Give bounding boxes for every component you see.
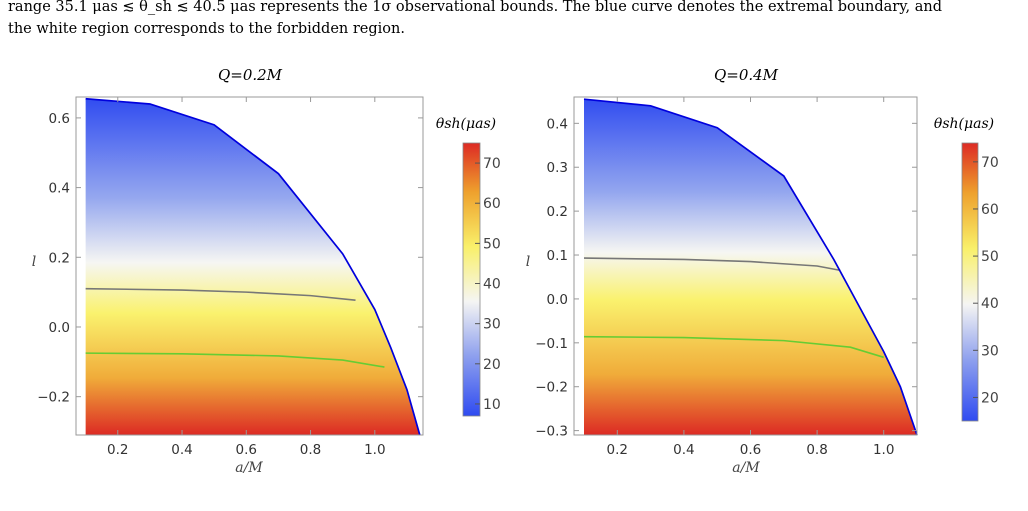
y-tick-label: −0.2 <box>535 380 568 396</box>
colorbar-tick-label: 20 <box>981 390 999 406</box>
y-tick-label: 0.1 <box>547 248 568 264</box>
extremal-boundary-curve <box>583 98 918 436</box>
y-axis-label: l <box>526 254 530 270</box>
x-tick-label: 1.0 <box>873 442 894 458</box>
x-tick-label: 0.4 <box>171 442 192 458</box>
x-tick-label: 0.8 <box>806 442 827 458</box>
colorbar-tick-label: 10 <box>483 397 501 413</box>
figure-caption: range 35.1 μas ≲ θ_sh ≲ 40.5 μas represe… <box>8 0 1020 40</box>
caption-line-1: range 35.1 μas ≲ θ_sh ≲ 40.5 μas represe… <box>8 0 942 15</box>
x-tick-label: 0.4 <box>673 442 694 458</box>
chart-title: Q=0.4M <box>714 66 779 84</box>
x-tick-label: 0.8 <box>300 442 321 458</box>
y-tick-label: −0.1 <box>535 336 568 352</box>
colorbar-tick-label: 30 <box>483 317 501 333</box>
colorbar-tick-label: 50 <box>483 236 501 252</box>
chart-title: Q=0.2M <box>218 66 283 84</box>
colorbar <box>462 142 481 417</box>
colorbar-tick-label: 70 <box>483 156 501 172</box>
caption-line-2: the white region corresponds to the forb… <box>8 21 405 37</box>
x-tick-label: 1.0 <box>364 442 385 458</box>
y-tick-label: 0.4 <box>49 181 70 197</box>
y-tick-label: 0.0 <box>49 320 70 336</box>
colorbar-tick-label: 40 <box>981 296 999 312</box>
colorbar-title: θsh(μas) <box>436 116 496 132</box>
contour-green <box>85 352 385 368</box>
y-tick-label: 0.2 <box>547 204 568 220</box>
colorbar-tick-label: 20 <box>483 357 501 373</box>
contour-gray <box>583 257 841 272</box>
x-tick-label: 0.6 <box>236 442 257 458</box>
colorbar-tick-label: 40 <box>483 277 501 293</box>
colorbar-tick-label: 60 <box>483 196 501 212</box>
colorbar-tick-label: 30 <box>981 343 999 359</box>
chart-q04: 0.2 0.4 0.6 0.8 1.0 0.4 0.3 0.2 0.1 0.0 −0.1 −0.2 −0… <box>526 66 999 476</box>
y-axis-label: l <box>32 254 36 270</box>
x-axis-label: a/M <box>235 460 263 476</box>
plot-frame <box>75 96 424 436</box>
colorbar <box>961 142 979 422</box>
x-tick-label: 0.2 <box>107 442 128 458</box>
y-tick-label: 0.6 <box>49 111 70 127</box>
x-tick-label: 0.2 <box>607 442 628 458</box>
y-tick-label: 0.3 <box>547 160 568 176</box>
colorbar-title: θsh(μas) <box>934 116 994 132</box>
x-axis-label: a/M <box>732 460 760 476</box>
colorbar-tick-label: 60 <box>981 202 999 218</box>
y-tick-label: −0.2 <box>37 390 70 406</box>
plot-frame <box>573 96 918 436</box>
y-tick-label: 0.4 <box>547 116 568 132</box>
y-tick-label: 0.0 <box>547 292 568 308</box>
y-tick-label: 0.2 <box>49 250 70 266</box>
density-fill <box>85 98 420 435</box>
colorbar-tick-label: 50 <box>981 249 999 265</box>
y-tick-label: −0.3 <box>535 424 568 440</box>
contour-gray <box>85 287 356 301</box>
contour-green <box>583 335 884 359</box>
colorbar-tick-label: 70 <box>981 155 999 171</box>
chart-q02: 0.2 0.4 0.6 0.8 1.0 0.6 0.4 0.2 0.0 −0.2 Q=0.2M a/M… <box>32 66 501 476</box>
x-tick-label: 0.6 <box>740 442 761 458</box>
extremal-boundary-curve <box>85 97 421 436</box>
